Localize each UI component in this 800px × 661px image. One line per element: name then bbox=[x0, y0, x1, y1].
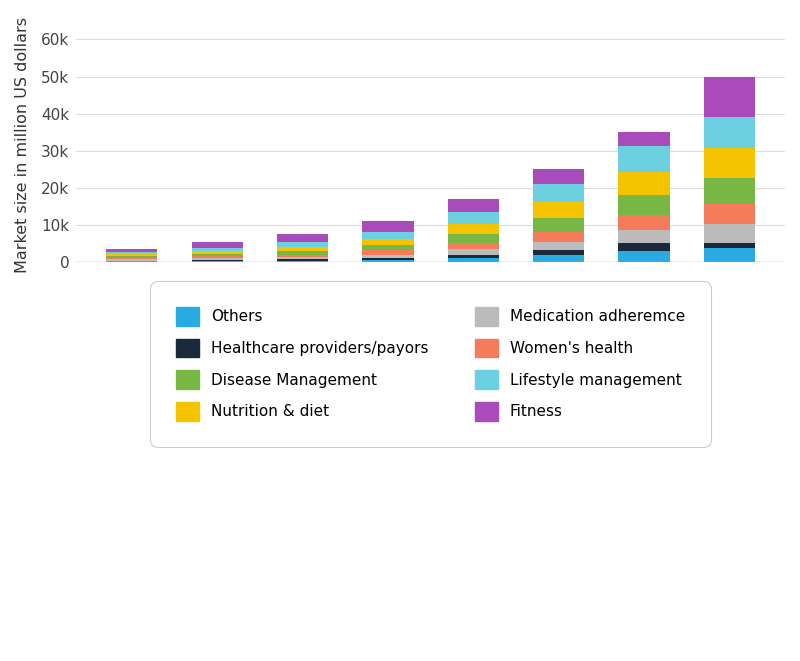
Bar bbox=[618, 243, 670, 251]
Bar bbox=[362, 245, 414, 251]
Bar bbox=[618, 215, 670, 230]
Bar bbox=[191, 258, 243, 260]
Bar bbox=[704, 77, 755, 117]
Bar bbox=[277, 254, 328, 257]
Bar bbox=[533, 255, 584, 262]
Bar bbox=[704, 204, 755, 225]
Bar bbox=[362, 260, 414, 262]
Bar bbox=[448, 255, 499, 258]
Bar bbox=[448, 243, 499, 249]
Bar bbox=[277, 247, 328, 251]
Bar bbox=[106, 252, 158, 254]
Bar bbox=[618, 195, 670, 215]
Bar bbox=[106, 256, 158, 258]
Bar bbox=[362, 239, 414, 245]
Bar bbox=[704, 243, 755, 247]
Bar bbox=[106, 249, 158, 252]
Bar bbox=[277, 242, 328, 247]
Bar bbox=[191, 254, 243, 256]
Bar bbox=[448, 234, 499, 243]
Bar bbox=[533, 184, 584, 202]
Bar bbox=[533, 202, 584, 218]
Bar bbox=[618, 173, 670, 195]
Bar bbox=[618, 147, 670, 173]
Bar bbox=[277, 260, 328, 262]
Bar bbox=[191, 247, 243, 251]
Bar bbox=[618, 132, 670, 147]
Bar bbox=[362, 232, 414, 239]
Bar bbox=[618, 230, 670, 243]
Y-axis label: Market size in million US dollars: Market size in million US dollars bbox=[15, 17, 30, 273]
Bar bbox=[448, 258, 499, 262]
Bar bbox=[191, 251, 243, 254]
Bar bbox=[533, 243, 584, 251]
Bar bbox=[106, 254, 158, 256]
Bar bbox=[704, 225, 755, 243]
Bar bbox=[704, 247, 755, 262]
Bar bbox=[106, 261, 158, 262]
Bar bbox=[362, 251, 414, 254]
Bar bbox=[533, 232, 584, 243]
Bar bbox=[191, 242, 243, 247]
Bar bbox=[191, 261, 243, 262]
Bar bbox=[533, 169, 584, 184]
Bar bbox=[704, 148, 755, 178]
Bar bbox=[704, 178, 755, 204]
Bar bbox=[277, 257, 328, 259]
Bar bbox=[277, 259, 328, 260]
Bar bbox=[533, 251, 584, 255]
Bar bbox=[191, 256, 243, 258]
Bar bbox=[277, 251, 328, 254]
Bar bbox=[277, 234, 328, 242]
Bar bbox=[448, 199, 499, 212]
Bar bbox=[448, 212, 499, 224]
Legend: Others, Healthcare providers/payors, Disease Management, Nutrition & diet, Medic: Others, Healthcare providers/payors, Dis… bbox=[158, 289, 703, 439]
Bar bbox=[191, 260, 243, 261]
Bar bbox=[106, 260, 158, 261]
Bar bbox=[704, 117, 755, 148]
Bar bbox=[618, 251, 670, 262]
Bar bbox=[533, 218, 584, 232]
Bar bbox=[448, 249, 499, 255]
Bar bbox=[362, 254, 414, 258]
Bar bbox=[362, 258, 414, 260]
Bar bbox=[448, 224, 499, 234]
Bar bbox=[106, 258, 158, 260]
Bar bbox=[362, 221, 414, 232]
